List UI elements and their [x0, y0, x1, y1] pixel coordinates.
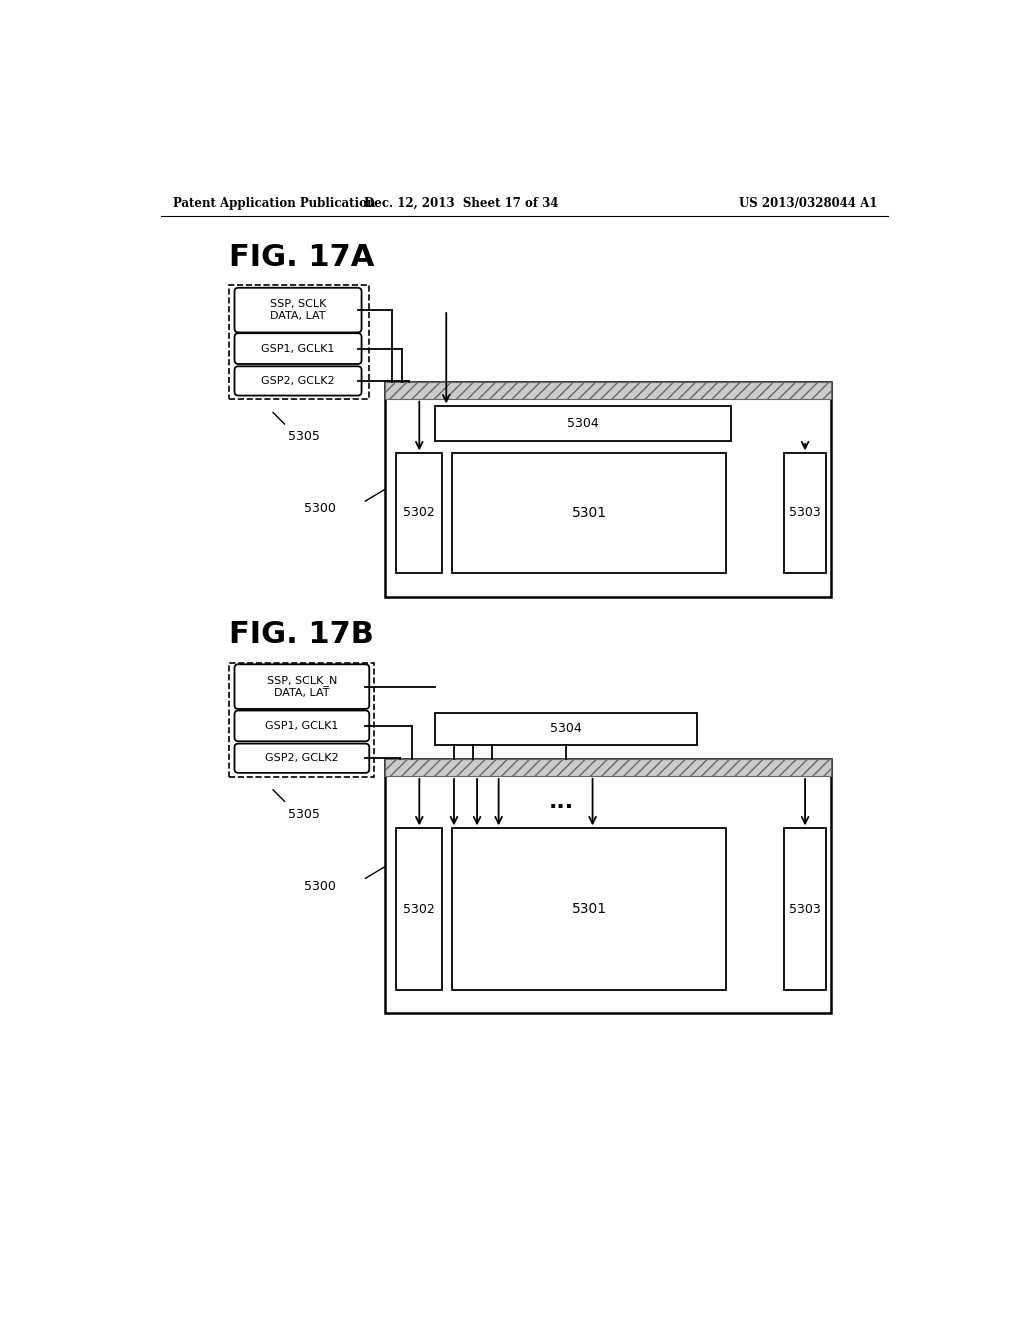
Bar [229, 663, 374, 776]
Text: 5301: 5301 [571, 506, 606, 520]
Bar [783, 453, 826, 573]
Text: 5302: 5302 [403, 507, 435, 520]
Bar [783, 829, 826, 990]
Text: Patent Application Publication: Patent Application Publication [173, 197, 376, 210]
Text: 5304: 5304 [550, 722, 582, 735]
Text: 5301: 5301 [571, 902, 606, 916]
Bar [385, 381, 831, 598]
Text: GSP2, GCLK2: GSP2, GCLK2 [261, 376, 335, 385]
Bar [385, 759, 831, 1014]
Bar [435, 407, 731, 441]
Text: GSP1, GCLK1: GSP1, GCLK1 [261, 343, 335, 354]
Text: GSP2, GCLK2: GSP2, GCLK2 [265, 754, 339, 763]
Text: FIG. 17A: FIG. 17A [229, 243, 375, 272]
Text: ...: ... [549, 792, 574, 812]
Text: 5303: 5303 [788, 903, 820, 916]
Bar [453, 829, 726, 990]
Text: 5300: 5300 [304, 879, 336, 892]
Text: SSP, SCLK
DATA, LAT: SSP, SCLK DATA, LAT [270, 300, 327, 321]
Text: 5305: 5305 [289, 808, 321, 821]
Bar [435, 713, 696, 744]
Text: 5304: 5304 [567, 417, 599, 430]
Text: Dec. 12, 2013  Sheet 17 of 34: Dec. 12, 2013 Sheet 17 of 34 [365, 197, 559, 210]
Text: 5305: 5305 [289, 430, 321, 444]
Text: 5303: 5303 [788, 507, 820, 520]
Text: SSP, SCLK_N
DATA, LAT: SSP, SCLK_N DATA, LAT [266, 676, 337, 698]
Bar [396, 453, 442, 573]
Text: GSP1, GCLK1: GSP1, GCLK1 [265, 721, 339, 731]
Text: 5300: 5300 [304, 502, 336, 515]
Text: 5302: 5302 [403, 903, 435, 916]
Bar [396, 829, 442, 990]
Bar [229, 285, 370, 400]
Bar [385, 381, 831, 399]
Bar [453, 453, 726, 573]
Text: US 2013/0328044 A1: US 2013/0328044 A1 [739, 197, 878, 210]
Text: FIG. 17B: FIG. 17B [229, 620, 374, 649]
Bar [385, 759, 831, 776]
